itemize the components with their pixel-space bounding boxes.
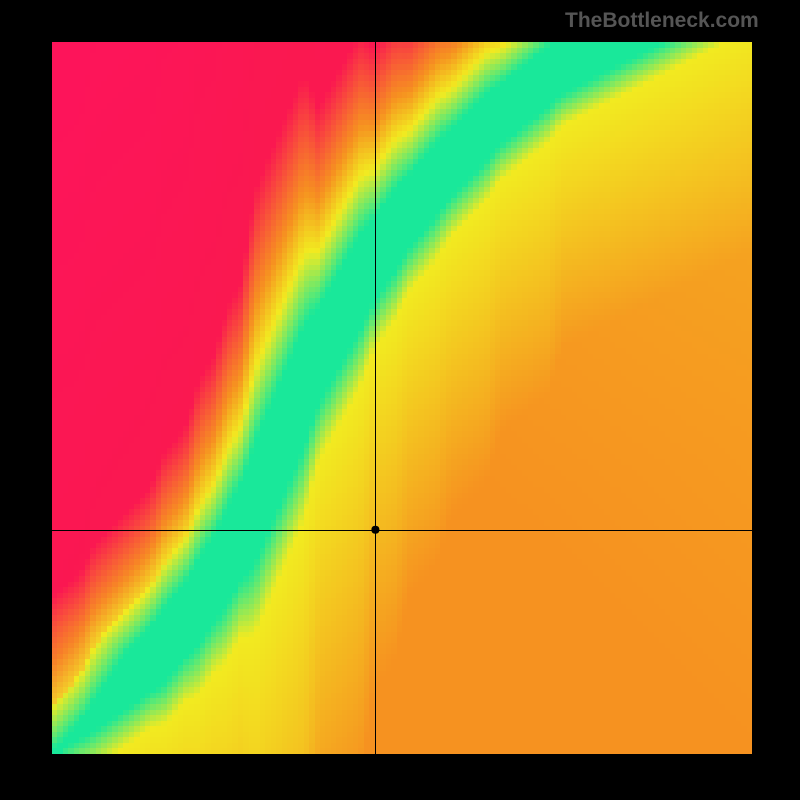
heatmap-canvas <box>52 42 752 754</box>
watermark-text: TheBottleneck.com <box>565 9 759 33</box>
chart-container: TheBottleneck.com <box>0 0 800 800</box>
